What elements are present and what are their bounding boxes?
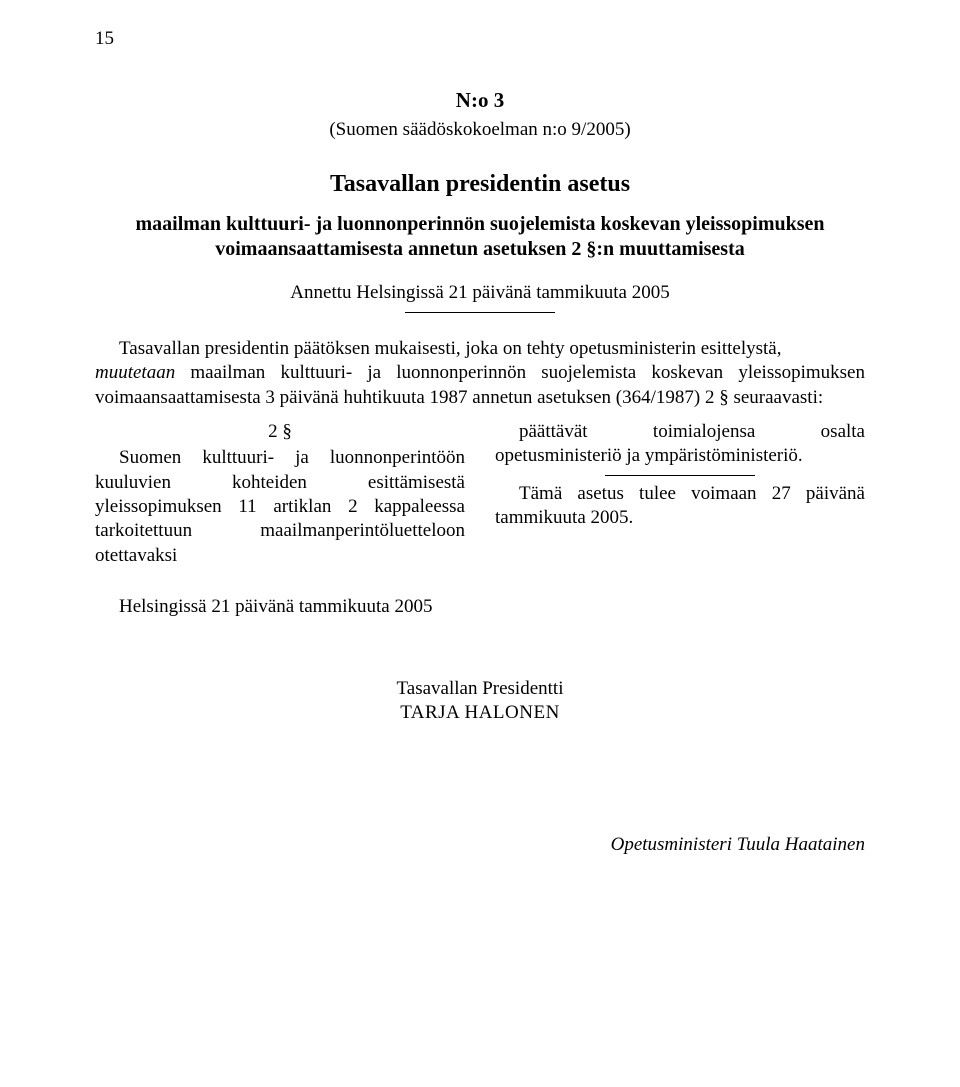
signed-place: Helsingissä 21 päivänä tammikuuta 2005 — [95, 596, 865, 618]
columns: 2 § Suomen kulttuuri- ja luonnonperintöö… — [95, 420, 865, 568]
given-at: Annettu Helsingissä 21 päivänä tammikuut… — [95, 282, 865, 304]
signature-block: Tasavallan Presidentti TARJA HALONEN — [95, 678, 865, 724]
document-id: N:o 3 — [95, 88, 865, 113]
page-number: 15 — [95, 28, 114, 50]
preamble: Tasavallan presidentin päätöksen mukaise… — [95, 337, 865, 410]
signature-name: TARJA HALONEN — [95, 702, 865, 724]
divider — [405, 312, 555, 313]
minister-line: Opetusministeri Tuula Haatainen — [95, 834, 865, 856]
right-para-2: Tämä asetus tulee voimaan 27 päivänä tam… — [495, 482, 865, 531]
preamble-rest: maailman kulttuuri- ja luonnonperinnön s… — [95, 362, 865, 407]
left-column: 2 § Suomen kulttuuri- ja luonnonperintöö… — [95, 420, 465, 568]
right-column: päättävät toimialojensa osalta opetusmin… — [495, 420, 865, 568]
document-subid: (Suomen säädöskokoelman n:o 9/2005) — [95, 119, 865, 141]
document-subtitle: maailman kulttuuri- ja luonnonperinnön s… — [100, 212, 860, 262]
document-header: N:o 3 (Suomen säädöskokoelman n:o 9/2005… — [95, 88, 865, 313]
section-label: 2 § — [95, 420, 465, 444]
column-divider — [605, 475, 755, 476]
preamble-italic: muutetaan — [95, 362, 175, 383]
document-title: Tasavallan presidentin asetus — [95, 171, 865, 198]
signature-title: Tasavallan Presidentti — [95, 678, 865, 700]
page: 15 N:o 3 (Suomen säädöskokoelman n:o 9/2… — [0, 0, 960, 1087]
right-para-1: päättävät toimialojensa osalta opetusmin… — [495, 420, 865, 469]
left-para: Suomen kulttuuri- ja luonnonperintöön ku… — [95, 446, 465, 568]
preamble-lead: Tasavallan presidentin päätöksen mukaise… — [119, 338, 781, 359]
